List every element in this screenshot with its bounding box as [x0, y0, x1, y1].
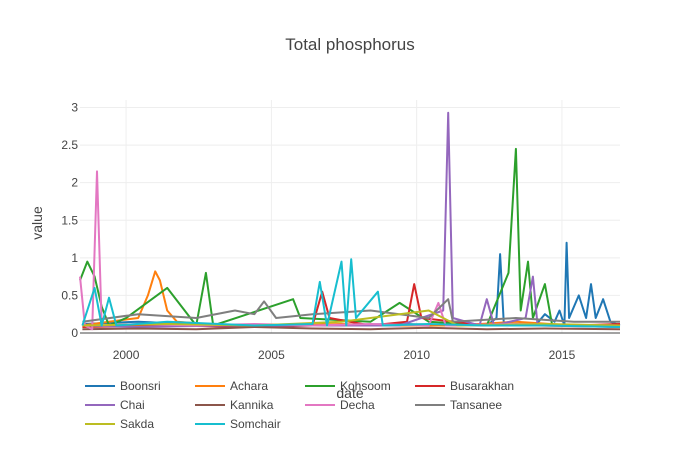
- y-axis-title: value: [29, 206, 45, 240]
- grid-layer: [80, 100, 620, 333]
- y-tick-label: 1: [71, 251, 78, 265]
- legend-label-chai[interactable]: Chai: [120, 398, 145, 412]
- legend-label-busarakhan[interactable]: Busarakhan: [450, 379, 514, 393]
- legend-label-sakda[interactable]: Sakda: [120, 417, 154, 431]
- legend: Boonsri Achara Kohsoom Busarakhan Chai Kannik…: [85, 379, 514, 431]
- x-tick-label: 2000: [113, 348, 140, 362]
- x-tick-label: 2015: [549, 348, 576, 362]
- legend-label-tansanee[interactable]: Tansanee: [450, 398, 502, 412]
- y-tick-label: 2.5: [61, 138, 78, 152]
- legend-label-somchair[interactable]: Somchair: [230, 417, 281, 431]
- x-axis-title: date: [336, 385, 363, 401]
- axis-layer: 0 0.5 1 1.5 2 2.5 3 2000 2005 2010 2015: [61, 101, 620, 362]
- series-line-kannika: [82, 326, 621, 331]
- legend-label-kohsoom[interactable]: Kohsoom: [340, 379, 391, 393]
- series-line-boonsri: [82, 241, 621, 327]
- legend-label-achara[interactable]: Achara: [230, 379, 268, 393]
- legend-label-decha[interactable]: Decha: [340, 398, 375, 412]
- series-line-tansanee: [82, 298, 620, 323]
- legend-label-boonsri[interactable]: Boonsri: [120, 379, 161, 393]
- y-tick-label: 0.5: [61, 288, 78, 302]
- y-tick-label: 1.5: [61, 213, 78, 227]
- legend-label-kannika[interactable]: Kannika: [230, 398, 274, 412]
- series-layer: [79, 111, 621, 331]
- y-tick-label: 0: [71, 326, 78, 340]
- y-tick-label: 3: [71, 101, 78, 115]
- series-line-decha: [79, 170, 621, 331]
- series-line-kohsoom: [79, 147, 621, 328]
- series-line-sakda: [82, 309, 621, 327]
- x-tick-label: 2005: [258, 348, 285, 362]
- chart-title: Total phosphorus: [285, 35, 414, 54]
- series-line-somchair: [81, 258, 621, 328]
- y-tick-label: 2: [71, 176, 78, 190]
- x-tick-label: 2010: [403, 348, 430, 362]
